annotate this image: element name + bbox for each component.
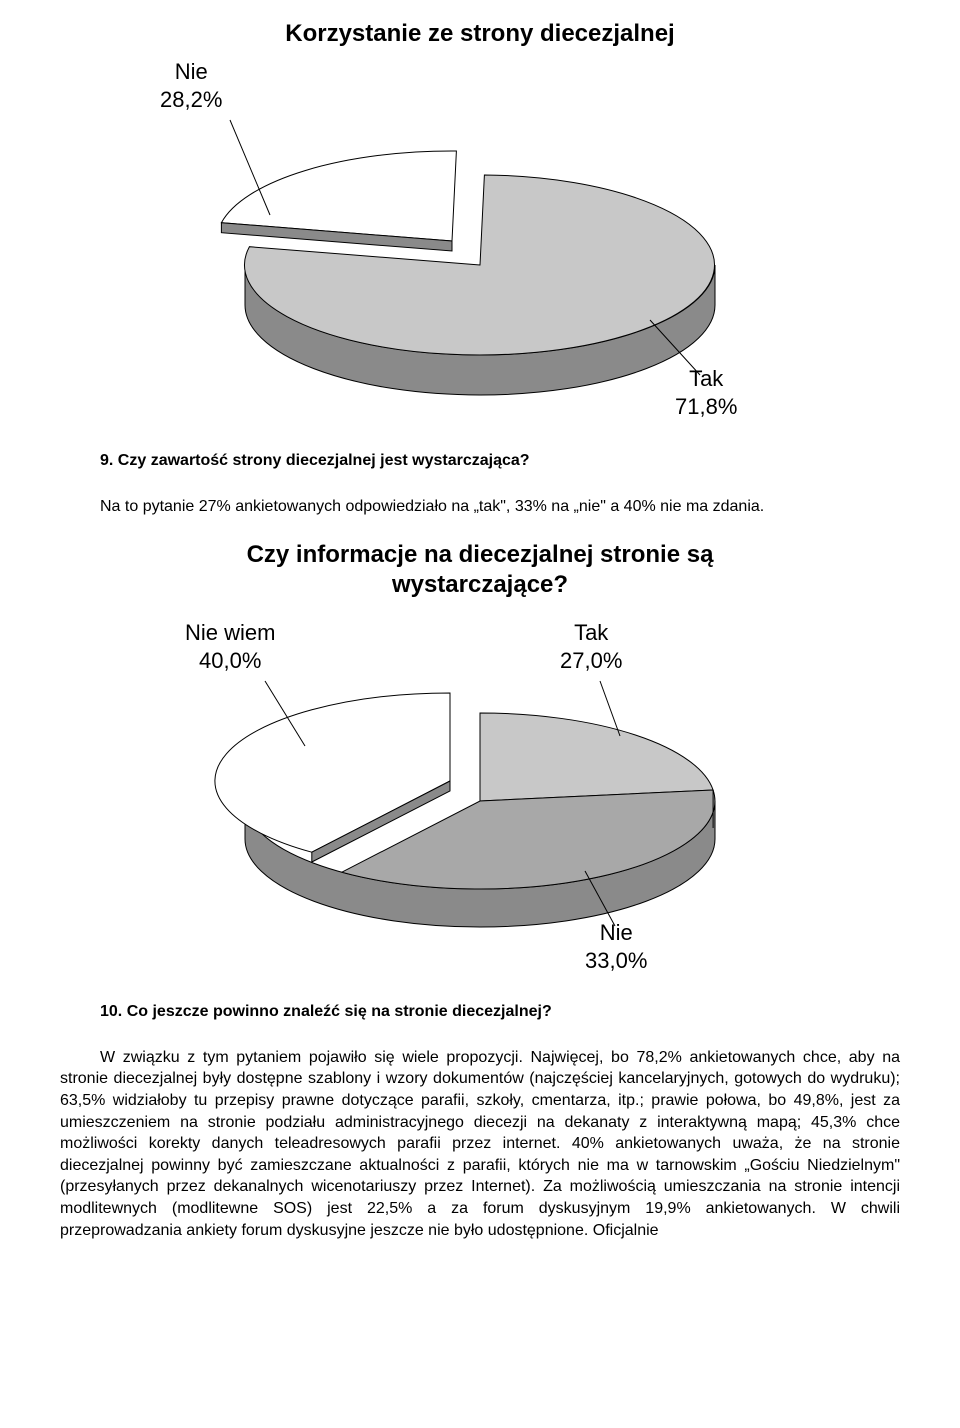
chart2-label-nie-name: Nie xyxy=(600,920,633,945)
chart1-label-nie: Nie 28,2% xyxy=(160,58,222,113)
q9-answer: Na to pytanie 27% ankietowanych odpowied… xyxy=(60,496,900,518)
chart2-label-nie-val: 33,0% xyxy=(585,948,647,973)
chart1-label-tak: Tak 71,8% xyxy=(675,365,737,420)
chart1-label-nie-val: 28,2% xyxy=(160,87,222,112)
chart2-label-nie: Nie 33,0% xyxy=(585,919,647,974)
q10-answer: W związku z tym pytaniem pojawiło się wi… xyxy=(60,1047,900,1241)
chart2-label-tak-name: Tak xyxy=(574,620,608,645)
q9-question: Czy zawartość strony diecezjalnej jest w… xyxy=(118,452,530,469)
q9-block: 9. Czy zawartość strony diecezjalnej jes… xyxy=(60,450,900,472)
chart2-label-niewiem-val: 40,0% xyxy=(199,648,261,673)
chart2-title-l2: wystarczające? xyxy=(60,571,900,599)
q10-number: 10. xyxy=(100,1003,122,1020)
q10-question: Co jeszcze powinno znaleźć się na stroni… xyxy=(127,1003,552,1020)
chart1-title: Korzystanie ze strony diecezjalnej xyxy=(60,20,900,48)
chart2-label-niewiem-name: Nie wiem xyxy=(185,620,275,645)
chart2-slice-tak xyxy=(480,713,713,801)
chart2: Nie wiem 40,0% Tak 27,0% Nie 33,0% xyxy=(60,601,900,971)
chart1-label-tak-name: Tak xyxy=(689,366,723,391)
chart1-label-nie-name: Nie xyxy=(175,59,208,84)
chart1-slice-nie-group xyxy=(221,151,456,251)
chart2-title-l1: Czy informacje na diecezjalnej stronie s… xyxy=(60,541,900,569)
q10-block: 10. Co jeszcze powinno znaleźć się na st… xyxy=(60,1001,900,1023)
chart1-label-tak-val: 71,8% xyxy=(675,394,737,419)
chart2-label-tak-val: 27,0% xyxy=(560,648,622,673)
q9-number: 9. xyxy=(100,452,113,469)
page-root: Korzystanie ze strony diecezjalnej Nie 2… xyxy=(0,0,960,1305)
chart2-label-tak: Tak 27,0% xyxy=(560,619,622,674)
chart1: Nie 28,2% Tak 71,8% xyxy=(60,50,900,420)
chart2-label-niewiem: Nie wiem 40,0% xyxy=(185,619,275,674)
